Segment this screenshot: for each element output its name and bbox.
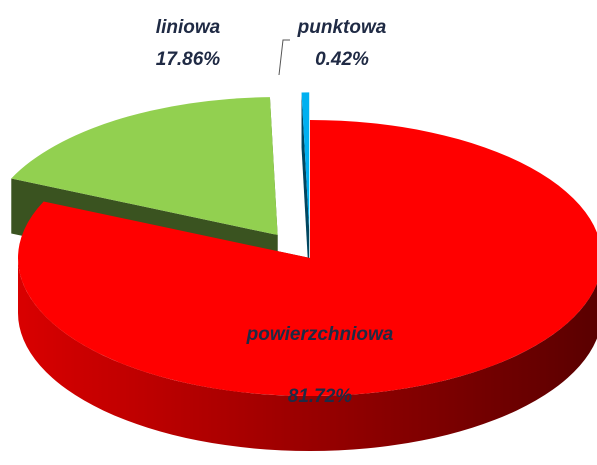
value-label: 17.86% <box>156 49 221 70</box>
slice-side <box>18 258 597 451</box>
slice-label: punktowa <box>297 17 387 38</box>
slice <box>11 97 278 236</box>
slice <box>301 92 310 231</box>
slice-label: powierzchniowa <box>246 324 394 345</box>
leader-line <box>278 39 290 76</box>
slice <box>18 120 597 396</box>
value-label: 0.42% <box>315 49 369 70</box>
slice-wall <box>301 92 310 286</box>
value-label: 81.72% <box>288 386 353 407</box>
slice-label: liniowa <box>156 17 221 38</box>
